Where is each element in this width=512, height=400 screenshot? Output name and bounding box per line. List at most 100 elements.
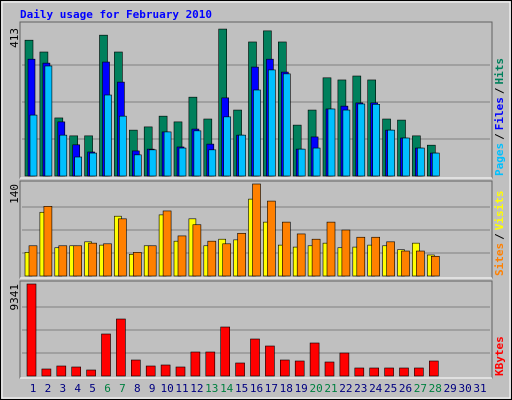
bar [74, 156, 82, 177]
bar [296, 233, 306, 277]
bar [104, 94, 112, 177]
bar [384, 367, 394, 377]
legend-entry: Files [493, 97, 506, 130]
bar [268, 69, 276, 177]
x-tick-label: 22 [339, 382, 352, 395]
bar [88, 242, 97, 277]
x-tick-label: 18 [280, 382, 293, 395]
bar [119, 115, 127, 177]
bar [134, 154, 142, 177]
y-tick-label: 9341 [8, 284, 21, 311]
x-tick-label: 31 [473, 382, 486, 395]
x-tick-label: 30 [458, 382, 471, 395]
x-tick-label: 27 [414, 382, 427, 395]
bar [235, 362, 245, 377]
legend-entry: Hits [493, 58, 506, 85]
bar [59, 134, 68, 177]
bar [131, 359, 141, 377]
bar [44, 65, 53, 177]
bar [133, 252, 142, 277]
legend-entry: KBytes [493, 336, 506, 376]
bar [339, 352, 350, 377]
bar [118, 218, 127, 277]
bar [311, 238, 321, 277]
bar [356, 236, 366, 277]
bar [250, 338, 260, 377]
bar [26, 283, 37, 377]
bar [162, 210, 172, 277]
bar [43, 206, 53, 277]
bar [399, 367, 409, 377]
bar [369, 367, 380, 377]
bar [56, 365, 67, 377]
bar [294, 360, 305, 377]
bar [402, 137, 410, 177]
bar [41, 368, 52, 377]
legend-entry: Sites [493, 243, 506, 276]
bar [86, 369, 96, 377]
bar [178, 147, 187, 177]
x-tick-label: 14 [220, 382, 234, 395]
legend-entry: Pages [493, 143, 506, 176]
x-tick-label: 6 [104, 382, 111, 395]
x-tick-label: 9 [149, 382, 156, 395]
bar [428, 360, 439, 377]
x-tick-label: 24 [369, 382, 383, 395]
bar [29, 114, 38, 177]
legend-separator: / [493, 133, 506, 140]
bar [237, 232, 246, 277]
legend-entry: Visits [493, 191, 506, 231]
bar [89, 152, 97, 177]
bar [145, 365, 156, 377]
x-tick-label: 8 [134, 382, 141, 395]
x-tick-label: 23 [354, 382, 367, 395]
x-tick-label: 11 [175, 382, 188, 395]
bar [341, 229, 351, 277]
bar [101, 333, 111, 377]
bar [414, 367, 424, 377]
bar [371, 236, 381, 277]
bar [342, 109, 351, 177]
bar [73, 245, 82, 277]
bar [253, 89, 261, 177]
bar [386, 241, 395, 277]
bar [327, 108, 336, 177]
bar [220, 326, 230, 377]
bar [417, 147, 425, 177]
bar [103, 243, 112, 277]
bar [309, 342, 320, 377]
x-tick-label: 20 [309, 382, 322, 395]
bar [160, 364, 171, 377]
bar [372, 104, 381, 177]
bar [238, 134, 246, 177]
bar [116, 318, 126, 377]
x-tick-label: 15 [235, 382, 248, 395]
legend-separator: / [493, 233, 506, 240]
bar [175, 366, 186, 377]
x-tick-label: 25 [384, 382, 397, 395]
y-tick-label: 413 [8, 28, 21, 48]
x-tick-label: 28 [429, 382, 442, 395]
bar [430, 255, 440, 277]
x-tick-label: 19 [295, 382, 308, 395]
bar [267, 200, 276, 277]
bar [147, 245, 157, 277]
x-tick-label: 16 [250, 382, 263, 395]
x-tick-label: 21 [324, 382, 337, 395]
bar [193, 130, 202, 177]
legend-separator: / [493, 87, 506, 94]
legend: KBytes [493, 336, 506, 376]
x-tick-label: 13 [205, 382, 218, 395]
x-tick-label: 7 [119, 382, 126, 395]
x-tick-label: 12 [190, 382, 203, 395]
bar [190, 351, 201, 377]
x-tick-label: 2 [45, 382, 52, 395]
bar [282, 73, 291, 177]
bar [431, 152, 440, 177]
bar [252, 183, 261, 277]
x-tick-label: 1 [30, 382, 37, 395]
bar [208, 149, 217, 177]
bar [416, 250, 425, 277]
